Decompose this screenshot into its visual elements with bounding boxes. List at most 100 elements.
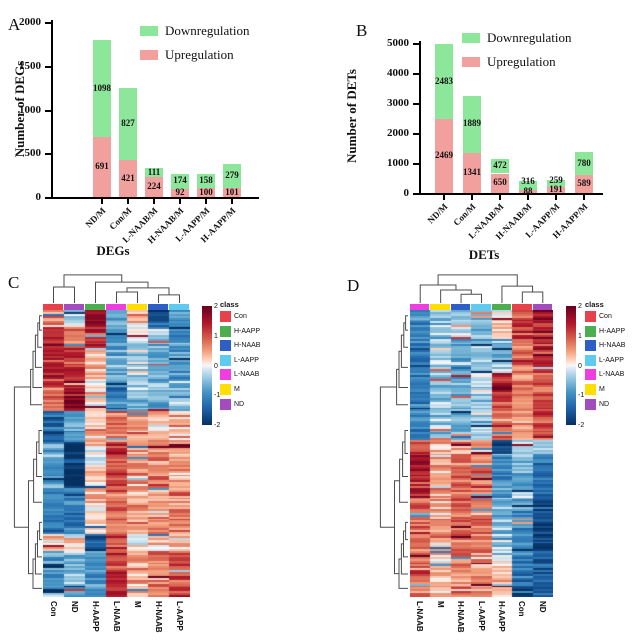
class-color-swatch xyxy=(220,354,231,366)
heatmap-body xyxy=(410,310,553,597)
class-label: ND xyxy=(234,400,245,408)
class-color-swatch xyxy=(585,354,596,366)
heatmap-body xyxy=(43,310,190,597)
class-legend-item: H-AAPP xyxy=(585,325,625,337)
bar-downregulation xyxy=(119,87,137,161)
class-legend-item: L-NAAB xyxy=(585,369,624,381)
colorbar-tick-label: 0 xyxy=(578,362,582,370)
upregulation-label: Upregulation xyxy=(487,54,556,69)
row-dendrogram xyxy=(379,315,408,589)
column-class-annotation xyxy=(106,304,126,310)
bar-upregulation xyxy=(119,160,137,197)
y-tick-label: 2000 xyxy=(19,16,41,28)
heatmap-column-label: Con xyxy=(48,601,58,617)
class-legend-item: ND xyxy=(220,398,245,410)
y-tick-label: 1000 xyxy=(387,157,409,169)
heatmap-column-label: L-AAPP xyxy=(174,601,184,631)
downregulation-label: Downregulation xyxy=(165,23,250,38)
bar-downregulation xyxy=(435,44,453,119)
heatmap-column-label: L-NAAB xyxy=(415,601,425,632)
legend-item-upregulation: Upregulation xyxy=(140,48,249,61)
class-color-swatch xyxy=(220,325,231,337)
column-class-annotation xyxy=(492,304,511,310)
y-tick-mark xyxy=(45,197,51,199)
x-axis xyxy=(51,197,259,199)
legend-item-downregulation: Downregulation xyxy=(462,31,571,44)
bar-value-up: 421 xyxy=(121,172,135,183)
class-label: L-NAAB xyxy=(234,371,260,379)
colorbar-tick-label: -2 xyxy=(578,422,585,429)
heatmap-column-label: H-NAAB xyxy=(456,601,466,633)
panel-c-class-legend-title: class xyxy=(220,300,239,309)
x-tick-mark xyxy=(471,195,473,200)
bar-value-down: 1889 xyxy=(463,118,481,129)
colorbar-tick-label: -2 xyxy=(214,422,221,429)
colorbar xyxy=(202,306,212,425)
panel-a-letter: A xyxy=(8,15,21,34)
y-axis xyxy=(51,20,53,199)
column-class-annotation xyxy=(43,304,63,310)
x-tick-mark xyxy=(179,199,181,204)
heatmap-column-label: ND xyxy=(69,601,79,613)
y-tick-mark xyxy=(413,73,419,75)
bar-downregulation xyxy=(145,167,163,178)
legend-item-upregulation: Upregulation xyxy=(462,55,571,68)
column-class-annotation xyxy=(64,304,84,310)
x-tick-mark xyxy=(205,199,207,204)
column-class-annotation xyxy=(169,304,189,310)
y-tick-label: 1000 xyxy=(19,103,41,116)
y-tick-mark xyxy=(45,109,51,112)
class-label: H-NAAB xyxy=(599,342,626,350)
heatmap-column-label: L-AAPP xyxy=(476,601,486,631)
x-tick-mark xyxy=(101,199,103,204)
class-label: Con xyxy=(234,313,247,320)
class-label: H-NAAB xyxy=(234,342,261,350)
y-tick-label: 0 xyxy=(403,187,410,199)
bar-upregulation xyxy=(223,188,241,197)
y-tick-mark xyxy=(45,22,51,24)
column-class-annotation xyxy=(85,304,105,310)
bar-value-up: 101 xyxy=(225,186,239,197)
column-class-annotation xyxy=(410,304,429,310)
panel-b-letter: B xyxy=(356,21,368,40)
panel-d-letter: D xyxy=(347,276,360,295)
y-tick-mark xyxy=(45,153,51,156)
class-color-swatch xyxy=(220,340,231,352)
class-legend-item: Con xyxy=(585,311,612,322)
colorbar xyxy=(566,306,576,425)
colorbar-tick-label: 1 xyxy=(578,332,582,340)
class-legend-item: H-NAAB xyxy=(585,340,626,352)
x-tick-mark xyxy=(443,195,445,200)
bar-downregulation xyxy=(519,180,537,191)
bar-value-up: 691 xyxy=(95,160,109,171)
panel-a-legend: Downregulation Upregulation xyxy=(140,24,249,61)
class-label: ND xyxy=(599,400,610,408)
class-color-swatch xyxy=(220,384,231,395)
class-color-swatch xyxy=(220,311,231,322)
column-class-annotation xyxy=(127,304,147,310)
y-tick-mark xyxy=(413,103,419,105)
y-tick-mark xyxy=(45,65,51,68)
bar-value-up: 100 xyxy=(199,186,213,197)
panel-b-legend: Downregulation Upregulation xyxy=(462,31,571,68)
x-tick-mark xyxy=(555,195,557,200)
panel-b-x-axis-title: DETs xyxy=(468,247,500,262)
y-tick-mark xyxy=(413,43,419,45)
column-dendrogram xyxy=(53,274,180,303)
y-tick-label: 4000 xyxy=(387,67,409,79)
bar-value-up: 2469 xyxy=(435,149,453,160)
bar-downregulation xyxy=(171,173,189,189)
class-label: L-AAPP xyxy=(599,356,624,364)
x-tick-mark xyxy=(527,195,529,200)
downregulation-label: Downregulation xyxy=(487,30,572,45)
heatmap-column-label: L-NAAB xyxy=(111,601,121,632)
bar-downregulation xyxy=(491,159,509,174)
bar-value-up: 650 xyxy=(493,177,507,188)
class-color-swatch xyxy=(220,369,231,381)
class-legend-item: L-NAAB xyxy=(220,369,260,381)
class-color-swatch xyxy=(585,384,596,395)
bar-value-down: 316 xyxy=(521,176,535,187)
bar-value-down: 472 xyxy=(493,160,507,171)
bar-value-up: 88 xyxy=(523,185,533,196)
bar-downregulation xyxy=(93,40,111,137)
